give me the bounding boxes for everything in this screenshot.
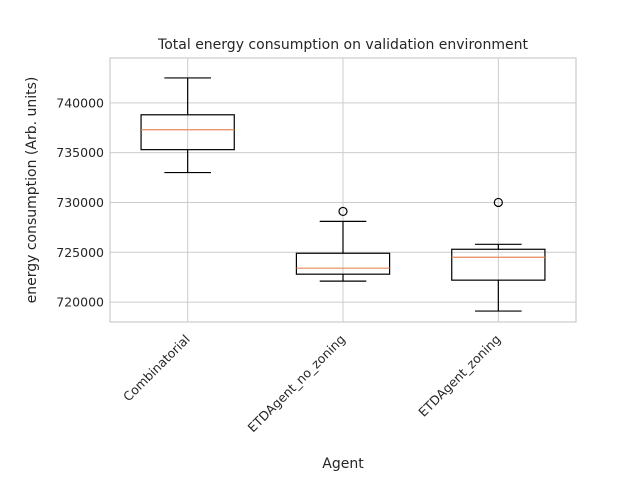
y-tick-label: 735000 <box>56 145 104 160</box>
grid-layer <box>110 58 576 322</box>
x-tick-label: ETDAgent_zoning <box>415 332 503 420</box>
outlier-point <box>338 206 348 217</box>
x-tick-label: ETDAgent_no_zoning <box>245 332 349 436</box>
outlier-point <box>493 197 503 208</box>
iqr-box <box>140 114 235 151</box>
y-tick-labels: 720000 725000 730000 735000 740000 <box>56 95 104 309</box>
iqr-box <box>451 248 546 281</box>
plot-frame <box>109 57 577 323</box>
box-group <box>295 206 391 282</box>
x-axis-label: Agent <box>322 456 364 472</box>
box-group <box>451 197 546 312</box>
y-tick-label: 720000 <box>56 295 104 310</box>
y-tick-label: 730000 <box>56 195 104 210</box>
chart-title: Total energy consumption on validation e… <box>157 37 528 53</box>
x-tick-labels: Combinatorial ETDAgent_no_zoning ETDAgent_… <box>120 332 503 436</box>
y-axis-label: energy consumption (Arb. units) <box>24 77 40 304</box>
y-tick-label: 740000 <box>56 95 104 110</box>
x-tick-label: Combinatorial <box>120 332 193 405</box>
iqr-box <box>295 252 391 275</box>
y-tick-label: 725000 <box>56 245 104 260</box>
boxes-layer <box>140 77 546 312</box>
box-group <box>140 77 235 174</box>
